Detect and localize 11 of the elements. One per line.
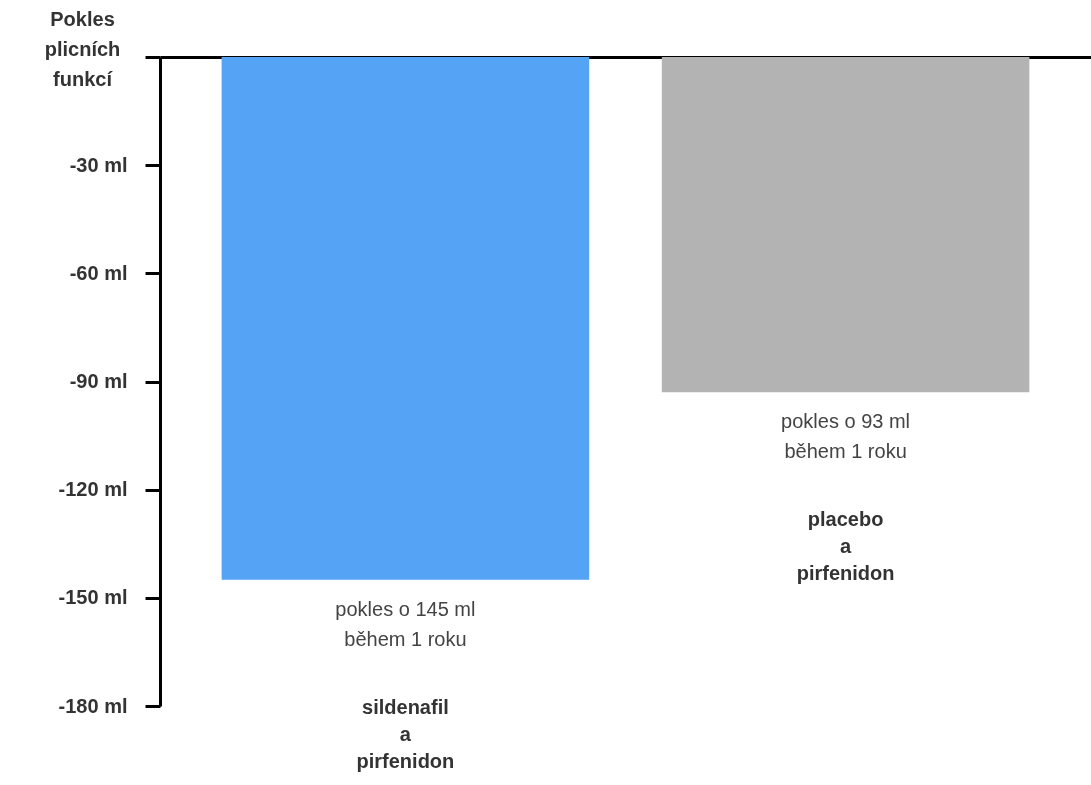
y-tick-label: -150 ml (58, 586, 128, 609)
y-tick-label: -120 ml (58, 478, 128, 501)
x-tick-label: placebo a pirfenidon (796, 508, 895, 585)
x-tick-label: sildenafil a pirfenidon (356, 695, 455, 772)
y-axis-title: Pokles plicních funkcí (44, 7, 121, 90)
y-tick-label: -180 ml (58, 694, 128, 717)
y-tick-label: -60 ml (69, 261, 128, 284)
y-tick-label: -30 ml (69, 153, 128, 176)
y-tick-label: -90 ml (69, 370, 128, 392)
data-label: pokles o 145 ml během 1 roku (335, 597, 476, 650)
data-label: pokles o 93 ml během 1 roku (781, 410, 911, 463)
